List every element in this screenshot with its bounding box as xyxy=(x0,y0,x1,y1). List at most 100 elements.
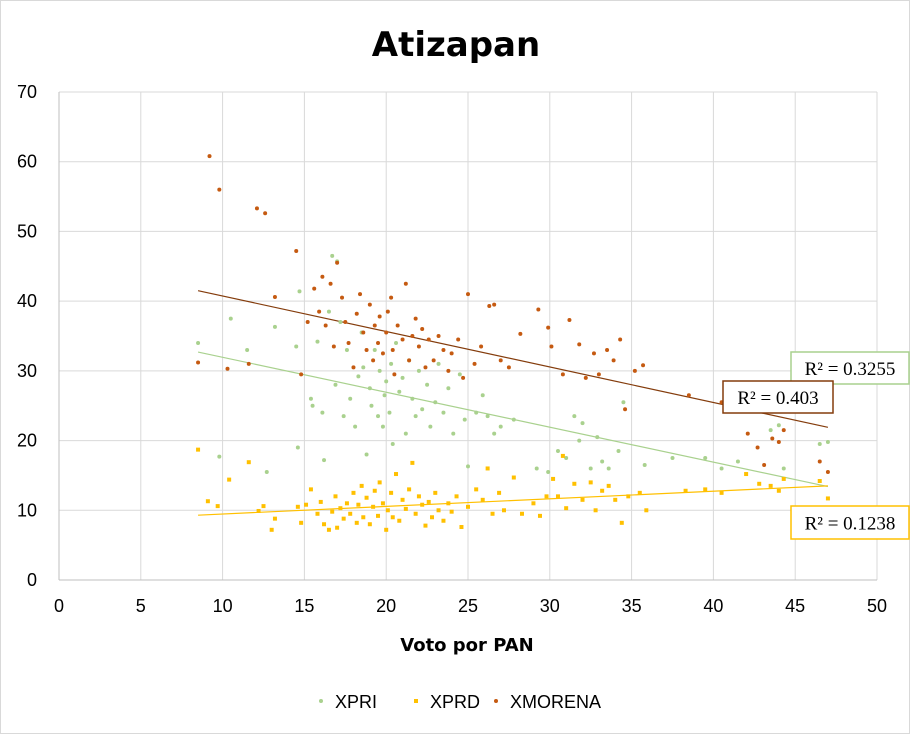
data-point xyxy=(225,366,230,371)
data-point xyxy=(338,506,343,511)
data-point xyxy=(644,508,649,513)
data-point xyxy=(361,515,366,520)
data-point xyxy=(595,435,600,440)
data-point xyxy=(358,292,363,297)
data-point xyxy=(215,504,220,509)
data-point xyxy=(485,414,490,419)
data-point xyxy=(367,302,372,307)
data-point xyxy=(390,515,395,520)
data-point xyxy=(618,337,623,342)
data-point xyxy=(400,337,405,342)
data-point xyxy=(461,375,466,380)
data-point xyxy=(256,508,261,513)
data-point xyxy=(755,445,760,450)
legend-item-xpri[interactable]: XPRI xyxy=(319,692,377,712)
data-point xyxy=(572,481,577,486)
data-point xyxy=(431,358,436,363)
data-point xyxy=(428,424,433,429)
series-xmorena xyxy=(196,154,830,474)
data-point xyxy=(361,330,366,335)
data-point xyxy=(344,501,349,506)
data-point xyxy=(480,393,485,398)
r2-label-xprd: R² = 0.1238 xyxy=(790,505,910,540)
legend-marker xyxy=(319,699,323,703)
data-point xyxy=(354,520,359,525)
x-tick-label: 35 xyxy=(622,596,642,616)
r2-box xyxy=(722,380,834,414)
data-point xyxy=(449,351,454,356)
data-point xyxy=(637,490,642,495)
data-point xyxy=(560,372,565,377)
r2-box xyxy=(790,505,910,540)
data-point xyxy=(346,340,351,345)
data-point xyxy=(340,295,345,300)
data-point xyxy=(407,487,412,492)
y-tick-label: 50 xyxy=(17,221,37,241)
data-point xyxy=(549,344,554,349)
r2-text: R² = 0.403 xyxy=(737,388,818,409)
data-point xyxy=(781,476,786,481)
data-point xyxy=(446,386,451,391)
data-point xyxy=(394,340,399,345)
data-point xyxy=(323,323,328,328)
data-point xyxy=(294,248,299,253)
data-point xyxy=(474,410,479,415)
data-point xyxy=(331,344,336,349)
data-point xyxy=(341,516,346,521)
data-point xyxy=(451,431,456,436)
legend-label: XPRD xyxy=(430,692,480,712)
data-point xyxy=(572,414,577,419)
data-point xyxy=(703,456,708,460)
data-point xyxy=(384,527,389,532)
data-point xyxy=(403,506,408,511)
x-tick-label: 40 xyxy=(703,596,723,616)
data-point xyxy=(580,421,585,426)
data-point xyxy=(472,361,477,366)
data-point xyxy=(389,295,394,300)
data-point xyxy=(641,363,646,368)
data-point xyxy=(372,347,377,352)
data-point xyxy=(410,396,415,401)
x-tick-label: 10 xyxy=(213,596,233,616)
data-point xyxy=(382,393,387,398)
data-point xyxy=(588,466,593,471)
legend-item-xprd[interactable]: XPRD xyxy=(414,692,480,712)
data-point xyxy=(318,499,323,504)
data-point xyxy=(492,302,497,307)
y-tick-label: 40 xyxy=(17,291,37,311)
data-point xyxy=(580,497,585,502)
data-point xyxy=(606,483,611,488)
data-point xyxy=(308,396,313,401)
data-point xyxy=(454,494,459,499)
legend-label: XMORENA xyxy=(510,692,601,712)
data-point xyxy=(264,469,269,474)
data-point xyxy=(364,347,369,352)
data-point xyxy=(825,439,830,444)
data-point xyxy=(462,417,467,422)
data-point xyxy=(683,488,688,493)
data-point xyxy=(328,281,333,286)
legend[interactable]: XPRI XPRD XMORENA xyxy=(319,692,601,712)
data-point xyxy=(361,365,366,370)
data-point xyxy=(394,472,399,477)
data-point xyxy=(400,497,405,502)
data-point xyxy=(330,253,335,258)
data-point xyxy=(768,483,773,488)
x-tick-label: 25 xyxy=(458,596,478,616)
x-tick-label: 50 xyxy=(867,596,887,616)
data-point xyxy=(400,375,405,380)
data-point xyxy=(420,407,425,412)
x-tick-label: 15 xyxy=(294,596,314,616)
data-point xyxy=(501,508,506,513)
data-point xyxy=(330,509,335,514)
x-tick-label: 20 xyxy=(376,596,396,616)
data-point xyxy=(227,477,232,482)
data-point xyxy=(348,511,353,516)
data-point xyxy=(295,504,300,509)
data-point xyxy=(356,374,361,379)
legend-item-xmorena[interactable]: XMORENA xyxy=(494,692,601,712)
y-tick-label: 20 xyxy=(17,431,37,451)
data-point xyxy=(376,340,381,345)
data-point xyxy=(351,365,356,370)
